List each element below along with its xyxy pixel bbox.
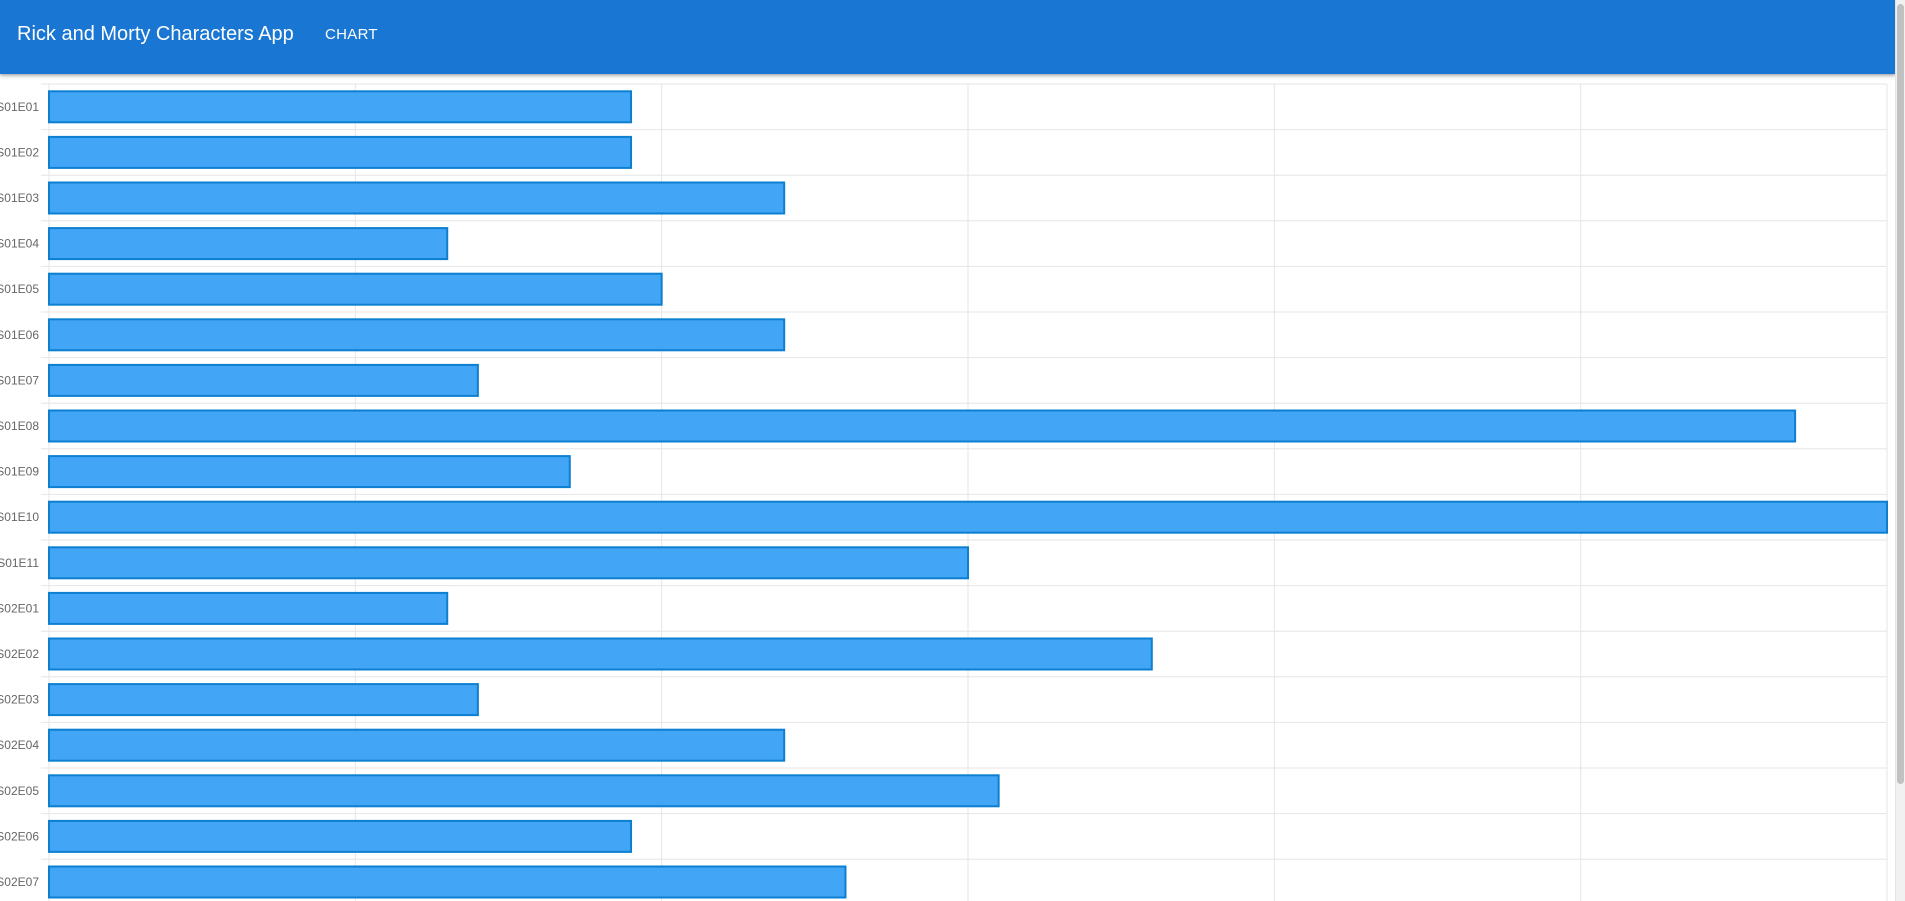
category-tick-label: S01E11 — [0, 556, 39, 570]
category-tick-label: S02E06 — [0, 829, 39, 843]
vertical-scrollbar[interactable] — [1895, 0, 1905, 901]
bar — [49, 867, 845, 898]
nav-chart-button[interactable]: CHART — [319, 18, 384, 51]
category-tick-label: S02E04 — [0, 738, 39, 752]
bar — [49, 365, 478, 396]
bar — [49, 684, 478, 715]
bar — [49, 274, 662, 305]
bar — [49, 411, 1795, 442]
bar — [49, 91, 631, 122]
category-tick-label: S01E01 — [0, 100, 39, 114]
bar — [49, 821, 631, 852]
category-tick-label: S01E10 — [0, 510, 39, 524]
category-tick-label: S01E02 — [0, 145, 39, 159]
bar — [49, 319, 784, 350]
category-tick-label: S01E07 — [0, 373, 39, 387]
category-tick-label: S01E06 — [0, 328, 39, 342]
bar — [49, 456, 570, 487]
bar — [49, 547, 968, 578]
bar — [49, 228, 447, 259]
scrollbar-thumb[interactable] — [1897, 4, 1904, 784]
category-tick-label: S01E04 — [0, 237, 39, 251]
bar-chart: S01E01 S01E02 S01E03 S01E04 S01E05 S01E06 S01E… — [0, 74, 1896, 901]
app-bar: Rick and Morty Characters App CHART — [0, 0, 1896, 74]
category-tick-label: S01E03 — [0, 191, 39, 205]
bar — [49, 137, 631, 168]
category-tick-label: S02E02 — [0, 647, 39, 661]
app-title: Rick and Morty Characters App — [17, 23, 294, 46]
category-tick-label: S02E05 — [0, 784, 39, 798]
category-tick-label: S01E09 — [0, 465, 39, 479]
category-tick-label: S01E05 — [0, 282, 39, 296]
bar — [49, 183, 784, 214]
bar — [49, 593, 447, 624]
chart-container: S01E01 S01E02 S01E03 S01E04 S01E05 S01E06 S01E… — [0, 74, 1896, 901]
category-tick-label: S02E07 — [0, 875, 39, 889]
bar — [49, 502, 1887, 533]
bar — [49, 730, 784, 761]
category-tick-label: S02E01 — [0, 601, 39, 615]
category-tick-label: S01E08 — [0, 419, 39, 433]
category-tick-label: S02E03 — [0, 693, 39, 707]
bar — [49, 775, 999, 806]
bar — [49, 639, 1152, 670]
